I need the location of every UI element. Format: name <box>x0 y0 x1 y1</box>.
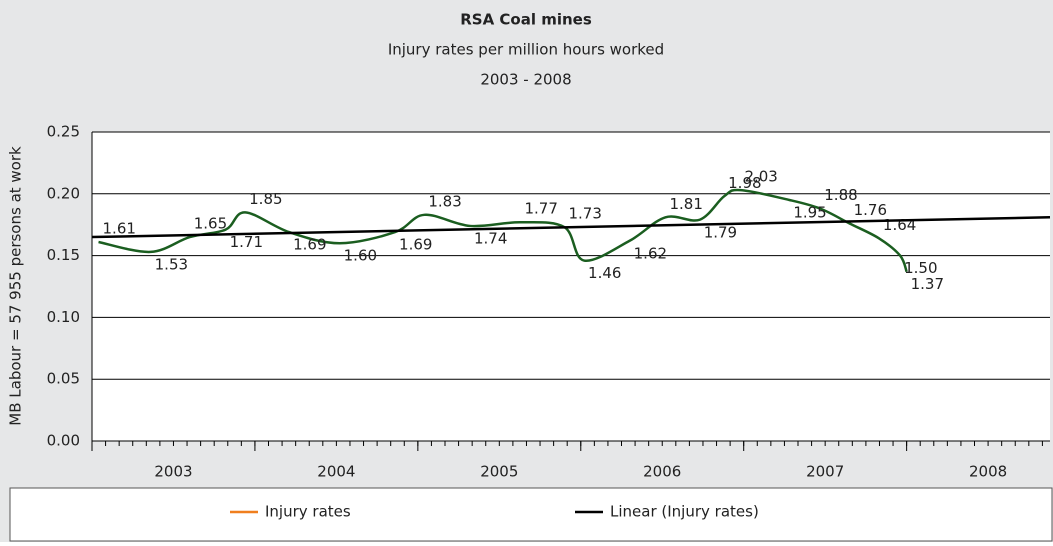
legend-label: Injury rates <box>265 503 351 521</box>
data-label: 1.50 <box>904 259 937 277</box>
plot-area <box>92 132 1050 441</box>
data-label: 1.79 <box>704 223 737 241</box>
chart-period: 2003 - 2008 <box>480 71 571 89</box>
y-tick-label: 0.20 <box>47 184 80 202</box>
y-tick-label: 0.00 <box>47 432 80 450</box>
x-tick-label: 2005 <box>480 463 518 481</box>
data-label: 1.61 <box>103 220 136 238</box>
data-label: 1.62 <box>634 244 667 262</box>
data-label: 1.85 <box>249 190 282 208</box>
data-label: 1.95 <box>793 203 826 221</box>
data-label: 1.69 <box>293 236 326 254</box>
y-tick-label: 0.10 <box>47 308 80 326</box>
series-line <box>98 188 908 273</box>
x-tick-label: 2003 <box>154 463 192 481</box>
data-label: 1.69 <box>399 236 432 254</box>
data-label: 1.37 <box>911 275 944 293</box>
legend-label: Linear (Injury rates) <box>610 503 759 521</box>
y-tick-label: 0.25 <box>47 123 80 141</box>
data-label: 1.71 <box>230 233 263 251</box>
x-tick-label: 2006 <box>643 463 681 481</box>
y-tick-label: 0.15 <box>47 246 80 264</box>
x-tick-label: 2008 <box>969 463 1007 481</box>
data-label: 1.46 <box>588 264 621 282</box>
data-label: 1.74 <box>474 229 507 247</box>
y-tick-label: 0.05 <box>47 370 80 388</box>
x-tick-label: 2007 <box>806 463 844 481</box>
data-label: 1.65 <box>194 215 227 233</box>
legend-box <box>9 487 1053 542</box>
data-label: 1.53 <box>155 255 188 273</box>
data-label: 1.64 <box>883 216 916 234</box>
chart-subtitle: Injury rates per million hours worked <box>388 41 664 59</box>
data-label: 1.98 <box>728 174 761 192</box>
data-label: 1.77 <box>524 200 557 218</box>
y-axis-label: MB Labour = 57 955 persons at work <box>7 146 25 426</box>
data-label: 2.03 <box>744 168 777 186</box>
data-label: 1.88 <box>824 186 857 204</box>
data-label: 1.83 <box>428 192 461 210</box>
data-label: 1.76 <box>854 201 887 219</box>
data-label: 1.73 <box>568 205 601 223</box>
chart-title: RSA Coal mines <box>460 11 592 29</box>
series-line <box>91 216 1051 239</box>
x-tick-label: 2004 <box>317 463 355 481</box>
data-label: 1.60 <box>344 247 377 265</box>
data-label: 1.81 <box>669 195 702 213</box>
